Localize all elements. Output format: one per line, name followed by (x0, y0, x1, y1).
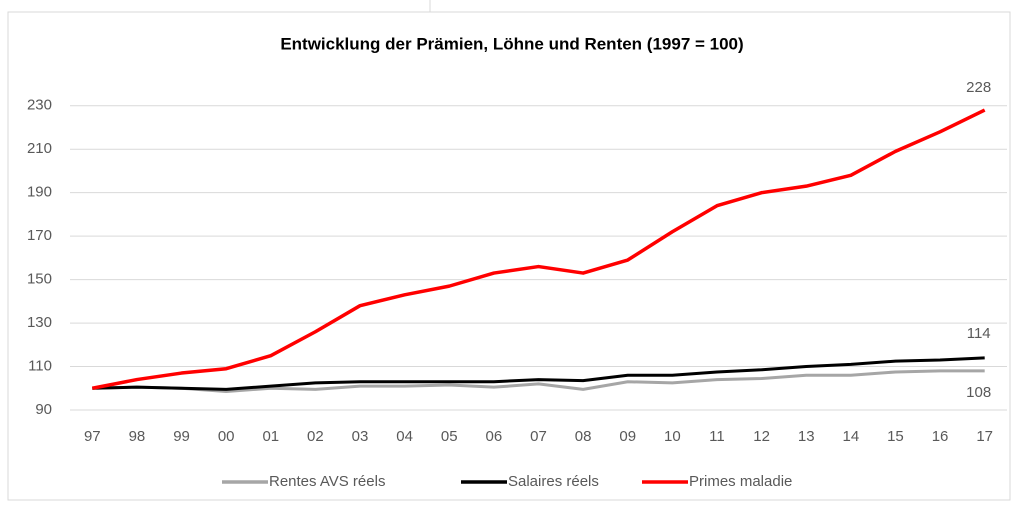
x-tick-label: 02 (307, 428, 324, 445)
x-tick-label: 03 (352, 428, 369, 445)
y-tick-label: 170 (27, 227, 52, 244)
x-tick-label: 99 (173, 428, 190, 445)
y-tick-label: 230 (27, 97, 52, 114)
y-tick-label: 90 (35, 401, 52, 418)
chart-frame (7, 11, 1011, 501)
x-tick-label: 15 (887, 428, 904, 445)
data-label: 108 (966, 384, 991, 401)
x-tick-label: 01 (262, 428, 279, 445)
x-tick-label: 16 (932, 428, 949, 445)
chart-title: Entwicklung der Prämien, Löhne und Rente… (280, 34, 743, 53)
x-tick-label: 00 (218, 428, 235, 445)
x-tick-label: 05 (441, 428, 458, 445)
y-tick-label: 210 (27, 140, 52, 157)
x-tick-label: 09 (619, 428, 636, 445)
x-tick-label: 14 (842, 428, 859, 445)
series-line (92, 369, 985, 394)
x-tick-label: 07 (530, 428, 547, 445)
series-line (92, 356, 985, 391)
x-tick-label: 06 (486, 428, 503, 445)
series-line (91, 108, 986, 390)
x-tick-label: 08 (575, 428, 592, 445)
x-tick-label: 12 (753, 428, 770, 445)
x-tick-label: 17 (976, 428, 993, 445)
legend-label: Rentes AVS réels (269, 473, 385, 490)
y-tick-label: 150 (27, 271, 52, 288)
data-label: 228 (966, 79, 991, 96)
legend-label: Salaires réels (508, 473, 599, 490)
y-tick-label: 110 (28, 358, 52, 375)
x-tick-label: 10 (664, 428, 681, 445)
y-tick-label: 190 (27, 184, 52, 201)
legend-label: Primes maladie (689, 473, 792, 490)
x-tick-label: 11 (709, 428, 725, 445)
x-tick-label: 97 (84, 428, 101, 445)
y-tick-label: 130 (27, 314, 52, 331)
x-tick-label: 13 (798, 428, 815, 445)
data-label: 114 (967, 325, 991, 342)
x-tick-label: 98 (129, 428, 146, 445)
x-tick-label: 04 (396, 428, 413, 445)
